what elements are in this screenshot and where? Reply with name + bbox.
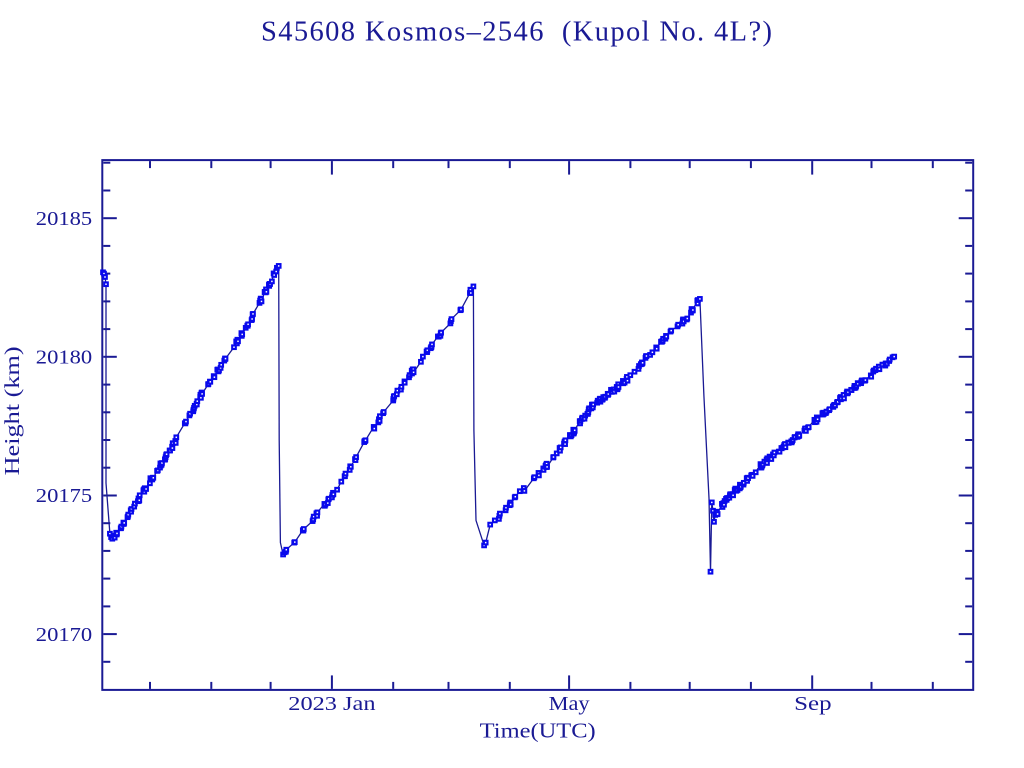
svg-text:20180: 20180 — [36, 347, 92, 369]
svg-text:20185: 20185 — [36, 208, 92, 230]
svg-text:20170: 20170 — [36, 624, 92, 646]
svg-text:2023 Jan: 2023 Jan — [288, 693, 375, 715]
svg-text:May: May — [549, 693, 591, 715]
svg-text:Time(UTC): Time(UTC) — [480, 718, 596, 742]
svg-text:20175: 20175 — [36, 485, 92, 507]
svg-text:Height (km): Height (km) — [0, 346, 24, 475]
svg-text:S45608 Kosmos–2546 (Kupol No.: S45608 Kosmos–2546 (Kupol No. 4L?) — [261, 17, 772, 48]
svg-text:Sep: Sep — [794, 693, 832, 715]
